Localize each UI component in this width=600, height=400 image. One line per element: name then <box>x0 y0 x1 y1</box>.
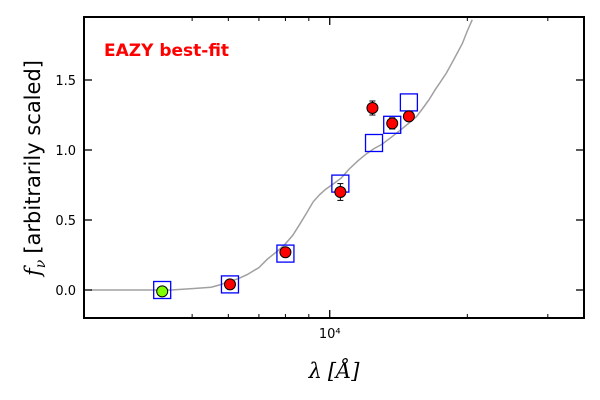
plot-frame <box>83 16 585 319</box>
observed-point-4 <box>386 117 399 130</box>
observed-upper-band-point-0 <box>156 285 169 298</box>
model-photometry-group <box>153 93 419 300</box>
observed-point-1 <box>279 246 292 259</box>
model-photometry-square-5 <box>383 115 402 134</box>
model-photometry-square-1 <box>220 275 240 294</box>
y-tick-label-2: 1.0 <box>55 144 76 159</box>
observed-point-3 <box>366 102 379 114</box>
annotation-label: EAZY best-fit <box>104 41 229 61</box>
axes-frame-group <box>83 16 585 319</box>
y-axis-label: fν[arbitrarily scaled] <box>21 60 49 278</box>
y-tick-label-3: 1.5 <box>55 74 76 89</box>
model-photometry-square-4 <box>364 133 384 153</box>
observed-point-5 <box>402 110 415 123</box>
model-photometry-square-2 <box>276 244 295 263</box>
observed-point-0 <box>223 278 236 291</box>
model-photometry-square-6 <box>399 93 419 112</box>
model-photometry-square-0 <box>153 280 172 300</box>
observed-points-group <box>156 100 415 298</box>
y-ticks-group: 0.0 0.5 1.0 1.5 <box>55 74 584 299</box>
x-axis-label: λ [Å] <box>308 358 361 383</box>
x-ticks-group: 10⁴ <box>191 17 549 342</box>
y-tick-label-1: 0.5 <box>55 214 76 229</box>
x-tick-label-0: 10⁴ <box>319 327 341 342</box>
observed-point-2 <box>334 186 347 198</box>
y-tick-label-0: 0.0 <box>55 284 76 299</box>
